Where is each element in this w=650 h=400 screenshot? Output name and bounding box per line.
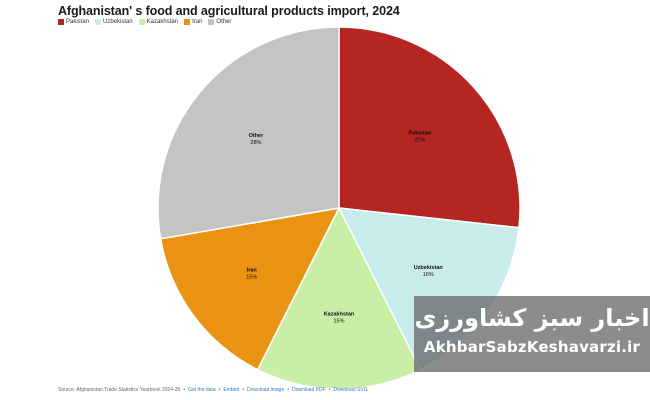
download-image-link[interactable]: Download image bbox=[246, 387, 285, 393]
legend-label: Kazakhstan bbox=[146, 19, 179, 25]
legend-item-uzbekistan: Uzbekistan bbox=[95, 19, 133, 25]
legend-swatch bbox=[184, 19, 191, 25]
legend-swatch bbox=[95, 19, 102, 25]
legend-label: Pakistan bbox=[66, 19, 90, 25]
download-svg-link[interactable]: Download SVG bbox=[333, 387, 368, 393]
slice-percent: 28% bbox=[250, 140, 261, 146]
footer-separator: • bbox=[287, 387, 289, 393]
slice-name: Pakistan bbox=[409, 130, 432, 136]
legend-item-other: Other bbox=[208, 19, 231, 25]
watermark-url-text: AkhbarSabzKeshavarzi.ir bbox=[423, 338, 641, 356]
pie-slice-iran[interactable] bbox=[159, 207, 341, 371]
pie-slice-kazakhstan[interactable] bbox=[256, 206, 422, 390]
chart-legend: Pakistan Uzbekistan Kazakhstan Iran Othe… bbox=[58, 19, 231, 25]
slice-percent: 27% bbox=[414, 137, 425, 143]
legend-swatch bbox=[138, 19, 145, 25]
slice-name: Kazakhstan bbox=[324, 312, 355, 318]
footer-separator: • bbox=[328, 387, 331, 393]
legend-label: Other bbox=[216, 19, 232, 25]
slice-label-pakistan: Pakistan 27% bbox=[409, 130, 432, 143]
watermark-banner: اخبار سبز کشاورزی AkhbarSabzKeshavarzi.i… bbox=[414, 296, 650, 372]
slice-name: Uzbekistan bbox=[414, 265, 444, 271]
footer-separator: • bbox=[183, 387, 186, 393]
legend-swatch bbox=[58, 19, 64, 25]
legend-item-kazakhstan: Kazakhstan bbox=[138, 19, 179, 25]
slice-label-other: Other 28% bbox=[249, 133, 265, 146]
footer-separator: • bbox=[242, 387, 244, 393]
watermark-persian-text: اخبار سبز کشاورزی bbox=[414, 304, 650, 332]
source-text: Source: Afghanistan Trade Statistics Yea… bbox=[58, 387, 181, 393]
slice-label-iran: Iran 15% bbox=[246, 268, 257, 281]
slice-name: Other bbox=[249, 133, 265, 139]
slice-name: Iran bbox=[247, 268, 258, 274]
slice-label-kazakhstan: Kazakhstan 15% bbox=[324, 312, 355, 325]
slice-label-uzbekistan: Uzbekistan 16% bbox=[414, 265, 444, 278]
embed-link[interactable]: Embed bbox=[223, 387, 240, 393]
legend-swatch bbox=[208, 19, 215, 25]
chart-footer: Source: Afghanistan Trade Statistics Yea… bbox=[58, 387, 368, 393]
legend-label: Uzbekistan bbox=[103, 19, 133, 25]
download-pdf-link[interactable]: Download PDF bbox=[292, 387, 326, 393]
slice-percent: 16% bbox=[423, 272, 434, 278]
slice-percent: 15% bbox=[333, 319, 344, 325]
get-data-link[interactable]: Get the data bbox=[188, 387, 216, 393]
legend-label: Iran bbox=[192, 19, 203, 25]
legend-item-iran: Iran bbox=[184, 19, 202, 25]
pie-slice-pakistan[interactable] bbox=[338, 26, 521, 229]
slice-percent: 15% bbox=[246, 275, 257, 281]
pie-slice-other[interactable] bbox=[157, 26, 340, 240]
chart-title: Afghanistan' s food and agricultural pro… bbox=[58, 4, 400, 18]
legend-item-pakistan: Pakistan bbox=[58, 19, 89, 25]
footer-separator: • bbox=[218, 387, 221, 393]
